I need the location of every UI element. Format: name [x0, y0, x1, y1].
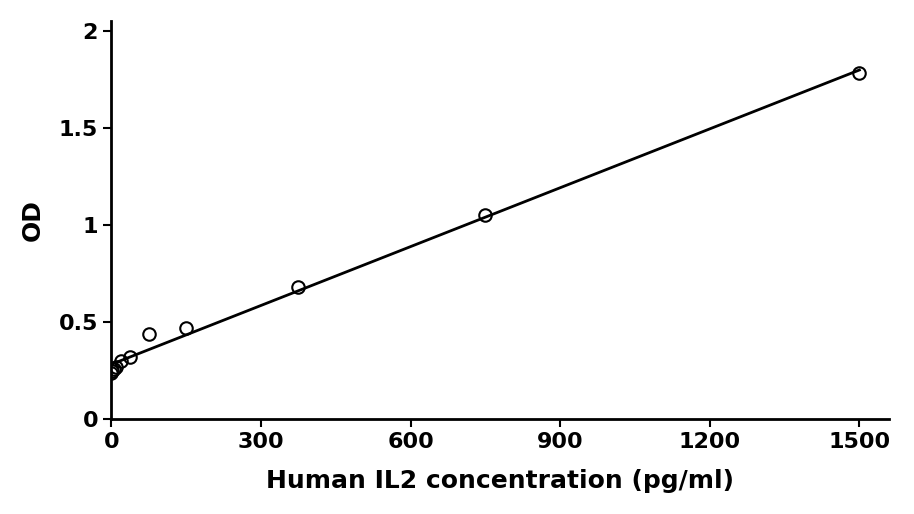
Y-axis label: OD: OD — [21, 199, 45, 241]
X-axis label: Human IL2 concentration (pg/ml): Human IL2 concentration (pg/ml) — [266, 469, 734, 493]
